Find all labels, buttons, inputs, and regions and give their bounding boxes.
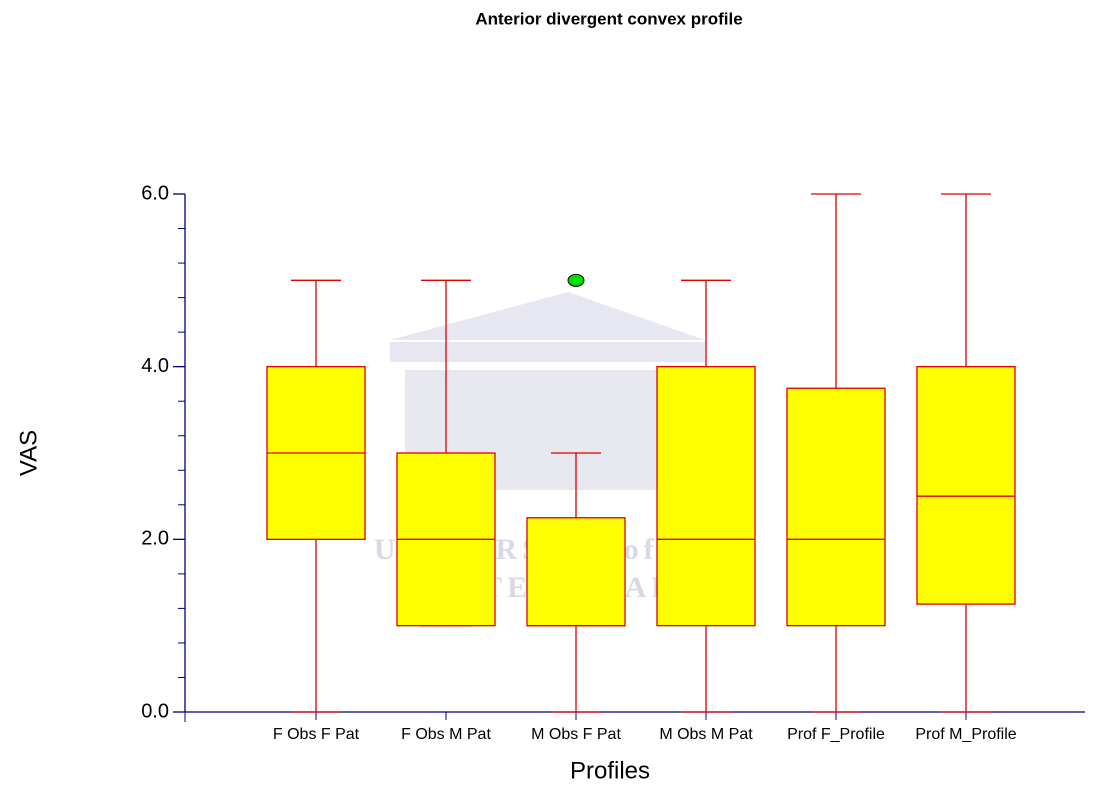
box	[916, 366, 1016, 605]
y-tick-label: 6.0	[141, 182, 169, 204]
outlier	[567, 273, 585, 287]
x-tick-label: M Obs F Pat	[531, 726, 621, 743]
box	[786, 387, 886, 627]
x-tick-label: Prof F_Profile	[787, 726, 885, 743]
y-axis-label: VAS	[15, 430, 42, 476]
chart-title: Anterior divergent convex profile	[475, 9, 742, 28]
y-tick-label: 4.0	[141, 355, 169, 377]
box	[656, 366, 756, 627]
x-tick-label: M Obs M Pat	[659, 726, 753, 743]
watermark-building	[390, 292, 705, 490]
y-tick-label: 0.0	[141, 700, 169, 722]
x-axis-label: Profiles	[570, 757, 650, 784]
box	[526, 517, 626, 627]
x-tick-label: Prof M_Profile	[915, 726, 1016, 743]
x-tick-label: F Obs M Pat	[401, 726, 491, 743]
x-tick-label: F Obs F Pat	[273, 726, 360, 743]
y-tick-label: 2.0	[141, 528, 169, 550]
